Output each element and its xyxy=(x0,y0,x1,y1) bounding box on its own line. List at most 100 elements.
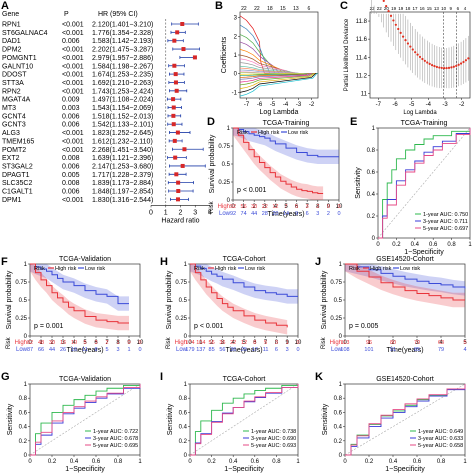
cv-point xyxy=(416,53,419,56)
survival-curve-high-risk xyxy=(345,263,465,301)
hr-point xyxy=(174,172,179,177)
risk-row-name: High xyxy=(15,340,27,346)
y-tick-label: 0.6 xyxy=(367,170,376,176)
cv-point xyxy=(443,67,446,70)
y-tick-label: 11.8 xyxy=(356,19,368,25)
x-tick-label: 5 xyxy=(83,340,87,346)
x-tick-label: 3 xyxy=(193,209,197,216)
y-tick-label: 0.75 xyxy=(175,280,187,286)
top-tick-label: 19 xyxy=(398,6,404,11)
x-tick-label: -5 xyxy=(409,102,415,108)
risk-count: 0 xyxy=(327,204,330,210)
risk-count: 92 xyxy=(230,204,236,210)
risk-count: 3 xyxy=(94,340,97,346)
y-tick-label: 11.2 xyxy=(356,73,368,79)
y-tick-label: 1 xyxy=(339,262,343,268)
x-tick-label: 0 xyxy=(188,459,192,465)
y-axis-label: Partial Likelihood Deviance xyxy=(344,18,350,91)
hr-point xyxy=(171,97,176,102)
column-header-gene: Gene xyxy=(2,11,19,18)
hr-point xyxy=(192,55,197,60)
top-tick-label: 10 xyxy=(441,6,447,11)
x-axis-label: 1−Specificity xyxy=(404,249,444,256)
risk-count: 1 xyxy=(127,347,130,353)
top-tick-label: 9 xyxy=(449,6,452,11)
chart-title: GSE14520-Cohort xyxy=(376,256,434,263)
x-tick-label: 6 xyxy=(94,340,98,346)
risk-count: 8 xyxy=(253,340,256,346)
x-tick-label: 0.8 xyxy=(272,459,281,465)
cv-point xyxy=(445,66,448,70)
hr-ci: 2.147(1.253−3.680) xyxy=(92,163,153,170)
y-tick-label: 0.4 xyxy=(19,425,28,431)
cv-point xyxy=(430,64,434,67)
x-tick-label: 0.6 xyxy=(429,242,438,248)
cv-point xyxy=(426,61,429,64)
confidence-band xyxy=(190,264,288,335)
hr-point xyxy=(173,155,178,160)
legend-item: 3-year AUC: 0.678 xyxy=(93,436,138,442)
x-tick-label: 0 xyxy=(149,209,153,216)
x-tick-label: 0 xyxy=(343,459,347,465)
plot-frame xyxy=(189,383,299,456)
y-tick-label: 11.6 xyxy=(356,37,368,43)
risk-count: 56 xyxy=(241,204,247,210)
y-tick-label: 0.25 xyxy=(175,316,187,322)
y-tick-label: 0.5 xyxy=(222,162,231,168)
hr-ci: 1.830(1.316−2.544) xyxy=(92,197,153,204)
coefficient-path xyxy=(239,73,318,78)
risk-count: 44 xyxy=(251,211,257,217)
hr-ci: 1.639(1.121−2.396) xyxy=(92,155,153,162)
gene-name: ST3GAL2 xyxy=(2,163,33,170)
hr-ci: 2.120(1.401−3.210) xyxy=(92,22,153,29)
gene-name: DPAGT1 xyxy=(2,172,30,179)
roc-curve xyxy=(190,384,299,456)
x-tick-label: 2 xyxy=(179,209,183,216)
y-tick-label: 0 xyxy=(184,453,188,459)
x-tick-label: -3 xyxy=(442,102,448,108)
x-tick-label: 9 xyxy=(286,340,290,346)
y-tick-label: 0 xyxy=(24,334,28,340)
risk-count: 3 xyxy=(286,347,289,353)
risk-count: 87 xyxy=(27,347,33,353)
x-tick-label: 0.4 xyxy=(411,242,420,248)
gene-name: GALNT10 xyxy=(2,63,33,70)
p-value: <0.001 xyxy=(62,63,84,70)
legend-item: 1-year AUC: 0.649 xyxy=(418,429,463,435)
risk-count: 85 xyxy=(209,347,215,353)
confidence-band xyxy=(345,264,465,296)
p-value: 0.005 xyxy=(62,172,80,179)
cv-point xyxy=(387,9,390,13)
x-axis-label: Time(years) xyxy=(267,211,304,218)
legend-item: 5-year AUC: 0.695 xyxy=(93,443,138,449)
column-header-hr: HR (95% CI) xyxy=(98,11,138,18)
risk-count: 74 xyxy=(241,211,247,217)
top-tick-label: 19 xyxy=(391,6,397,11)
gene-name: DPM2 xyxy=(2,47,22,54)
legend-item: 3-year AUC: 0.711 xyxy=(423,219,468,225)
x-axis-label: Time(years) xyxy=(386,347,423,354)
risk-row-name: Low xyxy=(219,211,231,217)
x-tick-label: 10 xyxy=(137,340,144,346)
gene-name: ST6GALNAC4 xyxy=(2,30,48,37)
coefficient-path xyxy=(239,15,318,75)
y-tick-label: 0.75 xyxy=(15,280,27,286)
p-value: 0.006 xyxy=(62,113,80,120)
risk-count: 48 xyxy=(38,340,44,346)
hr-point xyxy=(181,47,186,52)
y-tick-label: 1 xyxy=(234,53,238,59)
survival-curve-high-risk xyxy=(233,127,324,195)
p-value: <0.001 xyxy=(62,80,84,87)
x-tick-label: 1 xyxy=(164,209,168,216)
roc-curve xyxy=(30,384,141,456)
x-tick-label: 3 xyxy=(263,204,267,210)
legend-item: 1-year AUC: 0.722 xyxy=(93,429,138,435)
cv-point xyxy=(394,23,397,26)
y-tick-label: 0.2 xyxy=(367,214,376,220)
hr-ci: 1.542(1.133−2.101) xyxy=(92,122,153,129)
top-tick-label: 6 xyxy=(308,6,311,12)
legend-item: 5-year AUC: 0.697 xyxy=(423,226,468,232)
x-tick-label: 4 xyxy=(232,340,236,346)
cv-point xyxy=(406,42,410,45)
risk-count: 179 xyxy=(185,347,194,353)
